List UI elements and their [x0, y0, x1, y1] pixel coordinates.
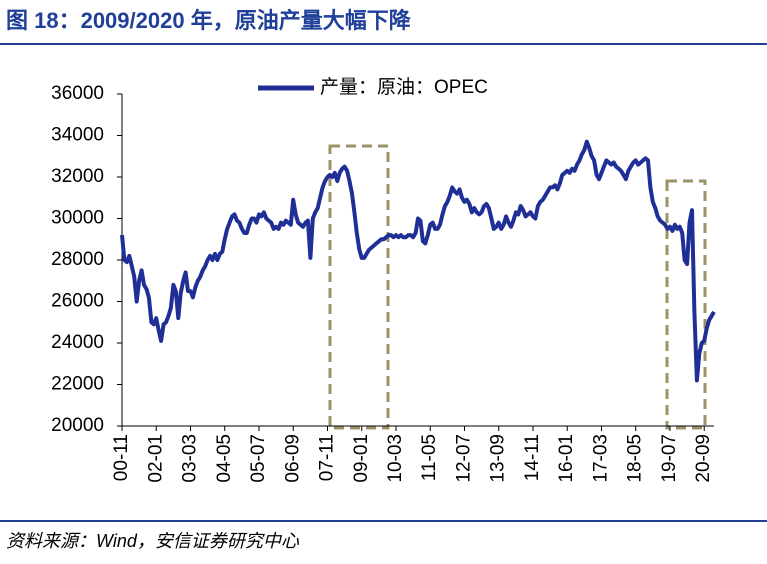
y-tick-label: 32000	[51, 166, 104, 187]
y-tick-label: 28000	[51, 249, 104, 270]
x-tick-label: 19-07	[659, 434, 680, 483]
chart-title: 图 18：2009/2020 年，原油产量大幅下降	[6, 8, 412, 33]
x-tick-label: 11-05	[419, 434, 440, 481]
x-tick-label: 18-05	[625, 434, 646, 483]
x-tick-label: 09-01	[351, 434, 372, 483]
x-tick-label: 12-07	[453, 434, 474, 483]
y-tick-label: 20000	[51, 415, 104, 436]
y-tick-label: 22000	[51, 374, 104, 395]
x-tick-label: 02-01	[145, 434, 166, 483]
highlight-box	[328, 144, 390, 430]
y-tick-label: 30000	[51, 208, 104, 229]
legend-label: 产量：原油：OPEC	[320, 76, 488, 98]
y-tick-label: 26000	[51, 291, 104, 312]
y-tick-label: 24000	[51, 332, 104, 353]
x-tick-label: 20-09	[693, 434, 714, 483]
x-tick-label: 14-11	[522, 434, 543, 481]
x-tick-label: 05-07	[248, 434, 269, 483]
x-tick-label: 04-05	[214, 434, 235, 483]
line	[120, 139, 716, 383]
x-tick-label: 03-03	[180, 434, 201, 483]
x-tick-label: 13-09	[488, 434, 509, 483]
highlight-box	[665, 179, 707, 430]
x-tick-label: 00-11	[111, 434, 132, 481]
x-tick-label: 10-03	[385, 434, 406, 483]
x-tick-label: 07-11	[317, 434, 338, 481]
x-tick-label: 17-03	[590, 434, 611, 483]
x-tick-label: 06-09	[282, 434, 303, 483]
y-tick-label: 34000	[51, 125, 104, 146]
y-tick-label: 36000	[51, 83, 104, 104]
source: 资料来源：Wind，安信证券研究中心	[6, 531, 300, 551]
x-tick-label: 16-01	[556, 434, 577, 483]
